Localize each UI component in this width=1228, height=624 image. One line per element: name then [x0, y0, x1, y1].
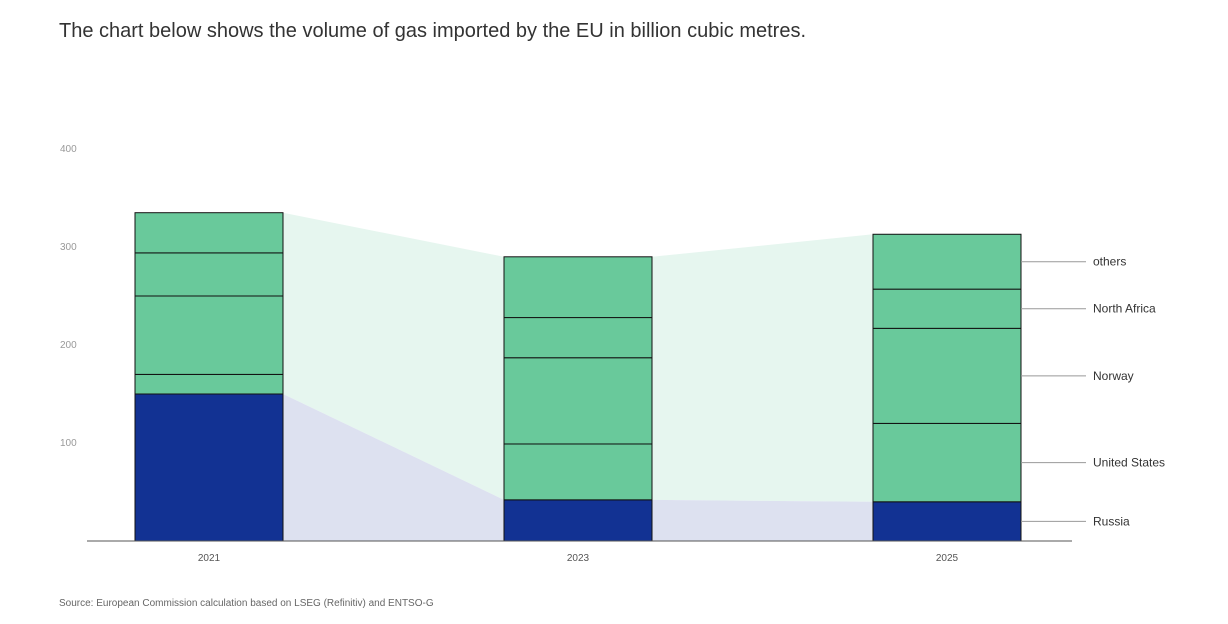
bar-2021-north-africa — [134, 252, 284, 297]
bar-2021-united-states — [134, 373, 284, 395]
y-tick-label: 200 — [60, 340, 77, 351]
bar-2023-others — [503, 256, 653, 319]
legend-label-others: others — [1093, 255, 1126, 269]
bar-2023-north-africa — [503, 317, 653, 359]
bar-2021-norway — [134, 295, 284, 375]
chart-heading: The chart below shows the volume of gas … — [59, 20, 807, 42]
band-others-2023 — [652, 234, 873, 502]
source-note: Source: European Commission calculation … — [59, 598, 434, 609]
x-axis-ticks: 2021 2023 2025 — [198, 553, 959, 564]
bars — [134, 212, 1022, 542]
bar-2021-others — [134, 212, 284, 254]
bar-2023-united-states — [503, 443, 653, 501]
legend: Russia United States Norway North Africa oth… — [1021, 255, 1165, 528]
y-tick-label: 400 — [60, 144, 77, 155]
legend-label-russia: Russia — [1093, 514, 1130, 528]
y-axis-ticks: 100 200 300 400 — [60, 144, 77, 449]
x-tick-label: 2021 — [198, 553, 221, 564]
legend-label-norway: Norway — [1093, 369, 1134, 383]
bar-2025-united-states — [872, 422, 1022, 503]
bar-2025-norway — [872, 327, 1022, 424]
legend-label-united-states: United States — [1093, 456, 1165, 470]
legend-label-north-africa: North Africa — [1093, 302, 1156, 316]
bar-2021-russia — [134, 393, 284, 542]
bar-2025-north-africa — [872, 288, 1022, 329]
band-russia-2021 — [283, 394, 504, 541]
band-others-2021 — [283, 212, 504, 500]
bar-2025-others — [872, 233, 1022, 290]
connector-bands — [283, 212, 873, 541]
bar-2023-russia — [503, 499, 653, 542]
bar-2023-norway — [503, 357, 653, 445]
y-tick-label: 100 — [60, 438, 77, 449]
y-tick-label: 300 — [60, 242, 77, 253]
x-tick-label: 2023 — [567, 553, 590, 564]
bar-2025-russia — [872, 501, 1022, 542]
band-russia-2023 — [652, 499, 873, 541]
x-tick-label: 2025 — [936, 553, 959, 564]
